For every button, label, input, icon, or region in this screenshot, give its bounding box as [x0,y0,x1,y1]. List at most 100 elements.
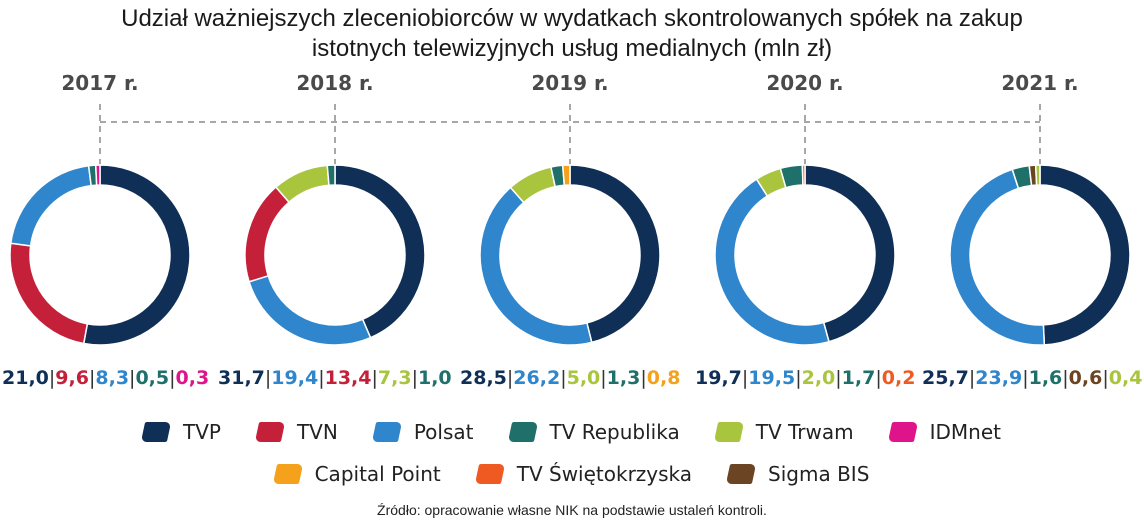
value-label-polsat: 26,2 [513,367,561,389]
legend-swatch [272,464,303,484]
value-row-3: 28,5|26,2|5,0|1,3|0,8 [460,364,680,392]
donut-1 [9,164,191,346]
year-label: 2021 r. [1001,71,1078,95]
value-separator: | [875,367,882,389]
chart-title: Udział ważniejszych zleceniobiorców w wy… [0,4,1144,64]
value-label-trwam: 5,0 [566,367,601,389]
donut-3 [479,164,661,346]
value-label-capital: 0,8 [646,367,681,389]
value-label-trwam: 2,0 [801,367,836,389]
legend-swatch [887,422,918,442]
value-label-tvp: 25,7 [922,367,969,389]
chart-title-line-1: Udział ważniejszych zleceniobiorców w wy… [121,5,1023,32]
donut-segment-tvp [1039,164,1131,346]
legend-item-trwam: TV Trwam [713,420,854,444]
value-separator: | [968,367,976,389]
donut-segment-swietokrzyska [801,164,806,186]
donut-segment-polsat [9,164,92,247]
value-separator: | [371,367,378,389]
legend-item-polsat: Polsat [371,420,474,444]
value-label-polsat: 19,5 [748,367,796,389]
legend-item-republika: TV Republika [507,420,680,444]
value-row-5: 25,7|23,9|1,6|0,6|0,4 [922,364,1142,392]
value-separator: | [560,367,567,389]
chart-title-line-2: istotnych telewizyjnych usług medialnych… [311,35,833,62]
legend-item-swietokrzyska: TV Świętokrzyska [474,462,692,486]
year-label: 2019 r. [531,71,608,95]
value-row-1: 21,0|9,6|8,3|0,5|0,3 [2,364,209,392]
donut-segment-tvp [82,164,191,346]
value-label-tvp: 31,7 [218,367,265,389]
value-label-tvn: 9,6 [55,367,89,389]
donut-segment-tvp [804,164,896,343]
year-connector [99,104,1041,167]
donut-segment-polsat [949,168,1046,346]
legend-label: IDMnet [929,420,1001,444]
value-label-republika: 0,5 [135,367,170,389]
value-label-tvn: 13,4 [324,367,372,389]
donut-segment-polsat [248,274,372,346]
value-label-polsat: 8,3 [95,367,130,389]
value-label-trwam: 0,4 [1108,367,1143,389]
legend-swatch [725,464,757,484]
value-separator: | [1102,367,1109,389]
year-label: 2018 r. [296,71,373,95]
legend-label: TV Trwam [755,420,854,444]
legend-label: TVP [183,420,221,444]
donut-segment-capital [561,164,571,187]
value-separator: | [411,367,418,389]
value-label-polsat: 19,4 [271,367,319,389]
value-separator: | [795,367,802,389]
donut-segment-polsat [714,178,830,346]
legend-label: TV Republika [549,420,680,444]
donut-segment-trwam [274,164,330,204]
value-separator: | [129,367,136,389]
value-separator: | [318,367,325,389]
legend-item-capital: Capital Point [272,462,441,486]
value-label-republika: 1,0 [417,367,452,389]
value-label-trwam: 7,3 [377,367,412,389]
value-separator: | [88,367,96,389]
value-label-polsat: 23,9 [975,367,1023,389]
donut-4 [714,164,896,346]
legend-row-2: Capital Point TV Świętokrzyska Sigma BIS [0,462,1144,486]
legend-swatch [371,422,402,442]
legend-item-idmnet: IDMnet [887,420,1001,444]
value-separator: | [835,367,842,389]
value-label-idmnet: 0,3 [175,367,210,389]
donut-segment-polsat [479,186,593,346]
donut-segment-tvp [569,164,661,344]
donut-2 [244,164,426,346]
value-separator: | [1062,367,1069,389]
legend-item-tvn: TVN [254,420,338,444]
value-label-republika: 1,3 [606,367,641,389]
value-separator: | [600,367,607,389]
source-note: Źródło: opracowanie własne NIK na podsta… [377,502,767,518]
value-separator: | [169,367,176,389]
legend-swatch [474,464,505,484]
value-label-republika: 1,7 [841,367,876,389]
value-separator: | [1022,367,1029,389]
legend-swatch [713,422,744,442]
legend-swatch [254,422,286,442]
value-row-2: 31,7|19,4|13,4|7,3|1,0 [218,364,452,392]
value-label-tvp: 28,5 [460,367,507,389]
donut-5 [949,164,1131,346]
value-separator: | [48,367,56,389]
year-label: 2017 r. [61,71,138,95]
legend-swatch [507,422,538,442]
legend-item-tvp: TVP [140,420,221,444]
donut-segment-tvn [9,242,89,345]
legend-label: TVN [296,420,338,444]
value-separator: | [741,367,749,389]
value-label-sigma: 0,6 [1068,367,1103,389]
legend-row-1: TVP TVN Polsat TV Republika TV Trwam IDMnet [0,420,1144,444]
value-separator: | [640,367,647,389]
donut-segment-tvp [334,164,426,339]
value-label-tvp: 19,7 [695,367,742,389]
year-label: 2020 r. [766,71,843,95]
donut-segment-republika [326,164,336,187]
value-separator: | [506,367,514,389]
donut-segment-tvn [244,186,291,283]
